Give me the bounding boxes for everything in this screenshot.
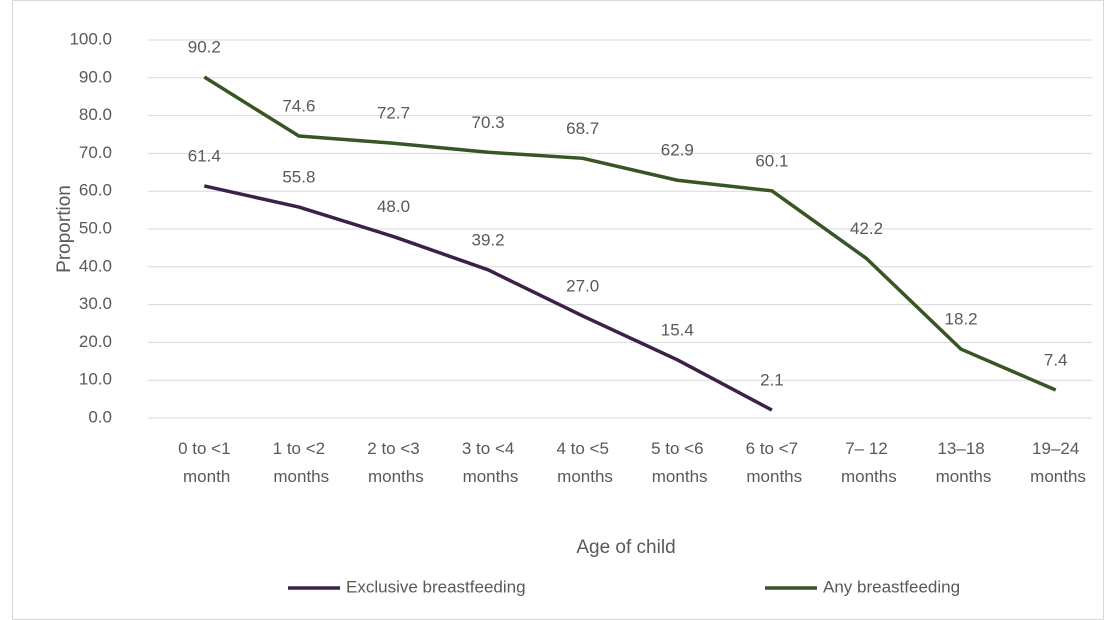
data-label: 39.2 <box>472 230 505 249</box>
data-label: 72.7 <box>377 104 410 123</box>
data-label: 42.2 <box>850 219 883 238</box>
line-series <box>203 184 773 412</box>
y-tick-label: 20.0 <box>79 332 112 351</box>
data-label: 90.2 <box>188 38 221 57</box>
x-tick-label: 6 to <7 months <box>742 439 802 486</box>
x-axis-title: Age of child <box>576 537 675 558</box>
y-tick-label: 50.0 <box>79 218 112 237</box>
x-tick-label: 19–24 months <box>1025 439 1085 486</box>
data-label: 68.7 <box>566 119 599 138</box>
y-axis-title: Proportion <box>54 185 75 273</box>
data-label: 15.4 <box>661 320 694 339</box>
y-tick-label: 90.0 <box>79 67 112 86</box>
line-series <box>203 75 1057 392</box>
x-tick-label: 13–18 months <box>931 439 991 486</box>
x-tick-label: 4 to <5 months <box>552 439 612 486</box>
data-label: 27.0 <box>566 276 599 295</box>
data-label: 74.6 <box>282 96 315 115</box>
data-label: 70.3 <box>472 113 505 132</box>
y-tick-label: 30.0 <box>79 294 112 313</box>
y-tick-label: 10.0 <box>79 370 112 389</box>
x-tick-label: 5 to <6 months <box>647 439 707 486</box>
y-tick-label: 100.0 <box>69 29 112 48</box>
y-tick-label: 60.0 <box>79 181 112 200</box>
x-tick-label: 1 to <2 months <box>269 439 329 486</box>
chart-border <box>12 0 1104 620</box>
x-tick-label: 3 to <4 months <box>458 439 518 486</box>
data-label: 7.4 <box>1044 351 1068 370</box>
x-tick-label: 2 to <3 months <box>363 439 423 486</box>
data-label: 61.4 <box>188 146 221 165</box>
y-tick-label: 80.0 <box>79 105 112 124</box>
data-label: 48.0 <box>377 197 410 216</box>
data-label: 2.1 <box>760 371 784 390</box>
x-tick-label: 0 to <1 month <box>178 439 230 486</box>
y-tick-label: 0.0 <box>88 407 112 426</box>
x-tick-label: 7– 12 months <box>836 439 896 486</box>
data-label: 62.9 <box>661 141 694 160</box>
data-label: 60.1 <box>755 151 788 170</box>
y-tick-label: 40.0 <box>79 256 112 275</box>
data-label: 55.8 <box>282 168 315 187</box>
y-tick-label: 70.0 <box>79 143 112 162</box>
legend-label: Any breastfeeding <box>823 577 960 596</box>
legend-label: Exclusive breastfeeding <box>346 577 526 596</box>
data-label: 18.2 <box>945 310 978 329</box>
